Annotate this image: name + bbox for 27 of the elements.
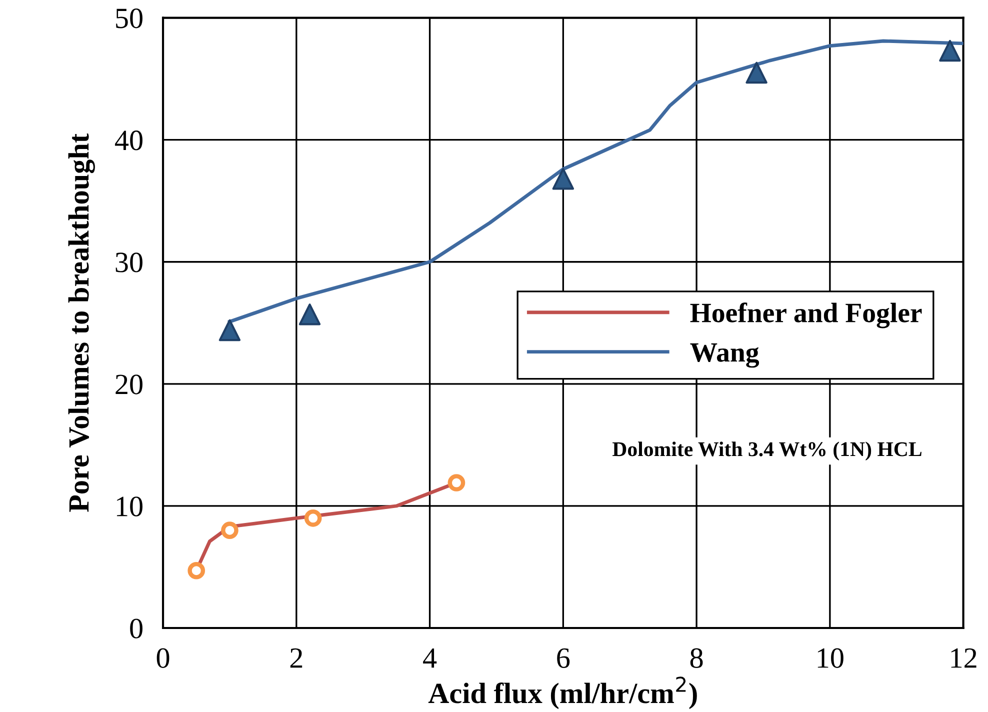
y-axis-title: Pore Volumes to breakthought bbox=[68, 134, 95, 512]
annotation: Dolomite With 3.4 Wt% (1N) HCL bbox=[612, 442, 922, 460]
legend-label: Wang bbox=[690, 343, 760, 368]
x-tick-label: 0 bbox=[156, 648, 170, 668]
point bbox=[188, 562, 206, 580]
point bbox=[448, 474, 466, 492]
y-tick-label: 10 bbox=[116, 496, 142, 516]
x-tick-label: 12 bbox=[951, 648, 976, 668]
y-tick-label: 0 bbox=[130, 618, 142, 638]
x-axis-title: Acid flux (ml/hr/cm$^{2}$) bbox=[428, 676, 697, 710]
legend-label: Hoefner and Fogler bbox=[690, 302, 922, 328]
point bbox=[746, 62, 768, 84]
point bbox=[552, 168, 574, 190]
y-tick-label: 50 bbox=[116, 8, 142, 28]
point bbox=[218, 319, 241, 342]
y-tick-label: 30 bbox=[116, 252, 142, 272]
x-tick-label: 2 bbox=[290, 648, 302, 668]
y-tick-label: 40 bbox=[114, 130, 142, 150]
x-tick-label: 8 bbox=[690, 648, 703, 668]
y-tick-label: 20 bbox=[116, 374, 142, 394]
point bbox=[939, 40, 961, 62]
point bbox=[304, 509, 322, 527]
point bbox=[221, 522, 238, 540]
point bbox=[298, 303, 321, 326]
x-tick-label: 4 bbox=[423, 648, 437, 668]
x-tick-label: 10 bbox=[818, 648, 844, 668]
x-tick-label: 6 bbox=[557, 648, 570, 668]
